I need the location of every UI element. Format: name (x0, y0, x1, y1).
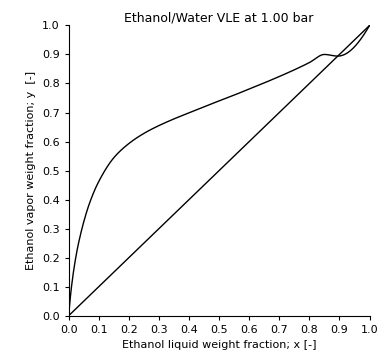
X-axis label: Ethanol liquid weight fraction; x [-]: Ethanol liquid weight fraction; x [-] (122, 340, 316, 350)
Y-axis label: Ethanol vapor weight fraction; y  [-]: Ethanol vapor weight fraction; y [-] (26, 71, 36, 270)
Title: Ethanol/Water VLE at 1.00 bar: Ethanol/Water VLE at 1.00 bar (124, 11, 314, 24)
